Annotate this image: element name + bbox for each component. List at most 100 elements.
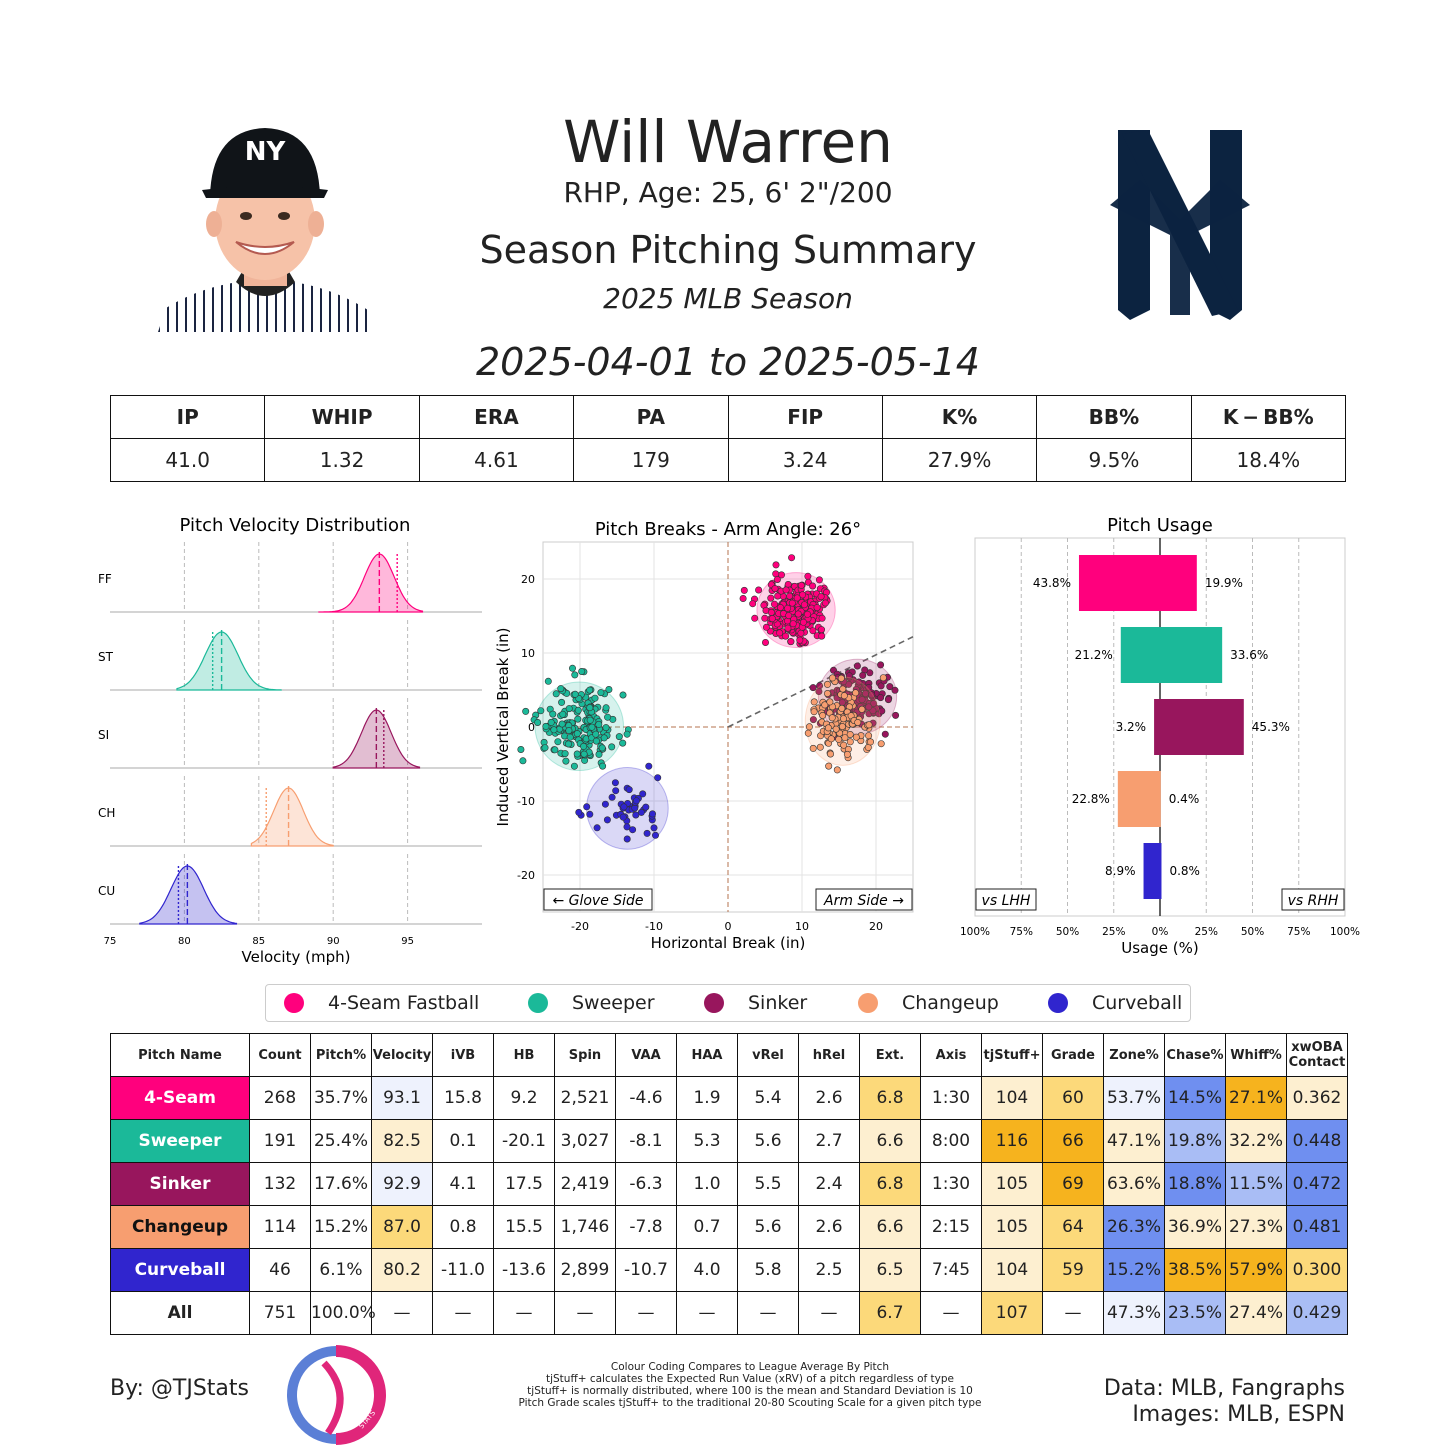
break-point-ST bbox=[602, 704, 610, 712]
usage-tick-label: 50% bbox=[1241, 926, 1264, 938]
table-cell: 0.429 bbox=[1286, 1291, 1348, 1335]
break-point-CH bbox=[877, 740, 885, 748]
table-cell: -13.6 bbox=[493, 1248, 555, 1292]
table-header-cell: Spin bbox=[554, 1033, 616, 1077]
table-cell: 87.0 bbox=[371, 1205, 433, 1249]
table-cell: 2.6 bbox=[798, 1076, 860, 1120]
legend-item-FF: 4-Seam Fastball bbox=[284, 985, 479, 1021]
usage-tick-label: 50% bbox=[1056, 926, 1079, 938]
data-source: Data: MLB, Fangraphs bbox=[1103, 1376, 1345, 1401]
break-point-ST bbox=[619, 739, 627, 747]
table-cell: 0.481 bbox=[1286, 1205, 1348, 1249]
break-point-ST bbox=[580, 750, 588, 758]
break-point-ST bbox=[522, 707, 530, 715]
summary-header-ip: IP bbox=[109, 395, 266, 439]
break-point-FF bbox=[803, 610, 811, 618]
table-cell: 19.8% bbox=[1164, 1119, 1226, 1163]
break-point-ST bbox=[615, 733, 623, 741]
legend-marker bbox=[284, 993, 304, 1013]
table-cell: 6.7 bbox=[859, 1291, 921, 1335]
table-cell: — bbox=[676, 1291, 738, 1335]
break-point-ST bbox=[542, 722, 550, 730]
usage-label-lhh: 8.9% bbox=[1105, 864, 1136, 878]
break-point-FF bbox=[797, 581, 805, 589]
break-point-ST bbox=[573, 750, 581, 758]
break-point-CH bbox=[838, 723, 846, 731]
table-header-cell: Chase% bbox=[1164, 1033, 1226, 1077]
break-point-CH bbox=[832, 725, 840, 733]
arm-angle-line bbox=[727, 636, 914, 728]
table-cell: 11.5% bbox=[1225, 1162, 1287, 1206]
vs-lhh-label: vs LHH bbox=[982, 893, 1031, 909]
break-point-CH bbox=[804, 729, 812, 737]
table-cell: 5.3 bbox=[676, 1119, 738, 1163]
break-point-ST bbox=[558, 720, 566, 728]
break-point-FF bbox=[761, 614, 769, 622]
table-cell: 751 bbox=[249, 1291, 311, 1335]
break-point-CU bbox=[625, 786, 633, 794]
table-cell: — bbox=[432, 1291, 494, 1335]
table-cell: 104 bbox=[981, 1076, 1043, 1120]
table-cell: — bbox=[371, 1291, 433, 1335]
table-header-cell: Ext. bbox=[859, 1033, 921, 1077]
break-point-CH bbox=[835, 735, 843, 743]
table-header-cell: Velocity bbox=[371, 1033, 433, 1077]
table-cell: 116 bbox=[981, 1119, 1043, 1163]
break-point-ST bbox=[551, 746, 559, 754]
summary-stats-table: IP WHIP ERA PA FIP K% BB% K − BB% 41.0 1… bbox=[109, 395, 1347, 482]
break-point-FF bbox=[817, 626, 825, 634]
break-series-CH bbox=[804, 674, 887, 774]
table-cell: 5.8 bbox=[737, 1248, 799, 1292]
summary-value-k-pct: 27.9% bbox=[881, 438, 1038, 482]
break-point-CU bbox=[642, 803, 650, 811]
break-point-ST bbox=[517, 746, 525, 754]
table-cell: 46 bbox=[249, 1248, 311, 1292]
usage-label-lhh: 22.8% bbox=[1072, 792, 1110, 806]
legend-marker bbox=[1048, 993, 1068, 1013]
break-point-FF bbox=[767, 594, 775, 602]
table-cell: 0.472 bbox=[1286, 1162, 1348, 1206]
table-cell: 6.6 bbox=[859, 1205, 921, 1249]
break-point-CU bbox=[623, 823, 631, 831]
break-point-CH bbox=[805, 723, 813, 731]
break-point-ST bbox=[605, 686, 613, 694]
table-cell: 66 bbox=[1042, 1119, 1104, 1163]
table-cell: 105 bbox=[981, 1162, 1043, 1206]
footer-note: Pitch Grade scales tjStuff+ to the tradi… bbox=[518, 1397, 982, 1409]
break-point-FF bbox=[800, 601, 808, 609]
break-point-CU bbox=[629, 826, 637, 834]
break-point-CH bbox=[810, 708, 818, 716]
break-point-FF bbox=[788, 599, 796, 607]
break-point-CH bbox=[846, 731, 854, 739]
break-point-CU bbox=[612, 787, 620, 795]
table-header-cell: hRel bbox=[798, 1033, 860, 1077]
usage-label-rhh: 0.8% bbox=[1169, 864, 1200, 878]
summary-value-bb-pct: 9.5% bbox=[1036, 438, 1192, 482]
break-point-CU bbox=[586, 810, 594, 818]
break-point-FF bbox=[786, 592, 794, 600]
table-cell: 6.8 bbox=[859, 1076, 921, 1120]
break-point-ST bbox=[541, 744, 549, 752]
break-point-CH bbox=[865, 732, 873, 740]
table-row: Sweeper 191 25.4% 82.5 0.1 -20.1 3,027 -8.1 5.3 5… bbox=[110, 1119, 1348, 1163]
table-cell: -20.1 bbox=[493, 1119, 555, 1163]
pitch-name-cell: Sinker bbox=[110, 1162, 250, 1206]
table-cell: 27.1% bbox=[1225, 1076, 1287, 1120]
table-cell: 38.5% bbox=[1164, 1248, 1226, 1292]
usage-label-rhh: 33.6% bbox=[1230, 648, 1268, 662]
summary-value-row: 41.0 1.32 4.61 179 3.24 27.9% 9.5% 18.4% bbox=[109, 438, 1347, 482]
velocity-density-CU bbox=[139, 865, 238, 925]
break-y-axis-label: Induced Vertical Break (in) bbox=[494, 627, 512, 826]
break-point-CH bbox=[833, 766, 841, 774]
break-point-CH bbox=[823, 680, 831, 688]
break-point-SI bbox=[855, 678, 863, 686]
table-cell: 1.0 bbox=[676, 1162, 738, 1206]
table-cell: 2.5 bbox=[798, 1248, 860, 1292]
break-point-FF bbox=[799, 618, 807, 626]
table-header-cell: VAA bbox=[615, 1033, 677, 1077]
break-point-CU bbox=[623, 835, 631, 843]
table-cell: — bbox=[798, 1291, 860, 1335]
break-point-FF bbox=[815, 576, 823, 584]
break-point-ST bbox=[623, 730, 631, 738]
break-point-CU bbox=[608, 793, 616, 801]
